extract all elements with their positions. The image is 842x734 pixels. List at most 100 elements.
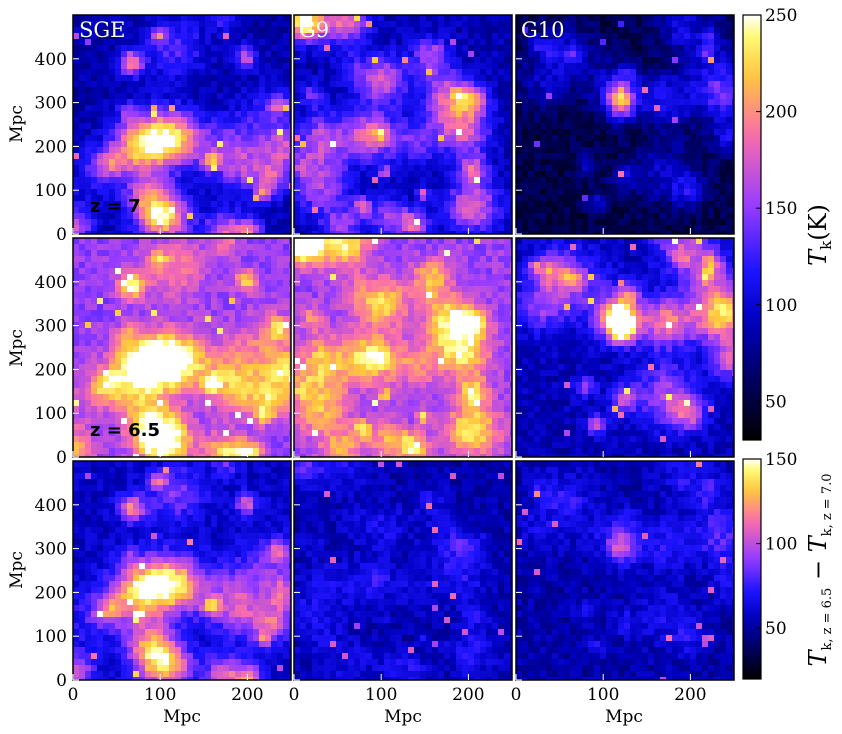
heatmap-cell: [510, 15, 513, 22]
heatmap-cell: [211, 33, 218, 40]
heatmap-cell: [438, 69, 445, 76]
heatmap-cell: [265, 316, 272, 323]
heatmap-cell: [127, 81, 134, 88]
heatmap-cell: [510, 213, 513, 220]
heatmap-cell: [612, 159, 619, 166]
heatmap-cell: [217, 231, 224, 235]
heatmap-cell: [127, 238, 134, 245]
heatmap-cell: [235, 177, 242, 184]
heatmap-cell: [223, 268, 230, 275]
heatmap-cell: [390, 213, 397, 220]
heatmap-cell: [115, 310, 122, 317]
heatmap-cell: [714, 75, 721, 82]
heatmap-cell: [187, 87, 194, 94]
heatmap-cell: [378, 87, 385, 94]
heatmap-cell: [714, 123, 721, 130]
heatmap-cell: [672, 99, 679, 106]
heatmap-cell: [432, 39, 439, 46]
heatmap-cell: [139, 238, 146, 245]
heatmap-cell: [217, 207, 224, 214]
heatmap-cell: [654, 177, 661, 184]
heatmap-cell: [540, 141, 547, 148]
heatmap-cell: [618, 219, 625, 226]
heatmap-cell: [582, 105, 589, 112]
heatmap-cell: [187, 201, 194, 208]
heatmap-cell: [714, 159, 721, 166]
heatmap-cell: [175, 69, 182, 76]
heatmap-cell: [336, 75, 343, 82]
heatmap-cell: [618, 21, 625, 28]
heatmap-cell: [271, 75, 278, 82]
heatmap-cell: [127, 195, 134, 202]
heatmap-cell: [462, 195, 469, 202]
heatmap-cell: [283, 231, 290, 235]
heatmap-cell: [576, 165, 583, 172]
heatmap-cell: [684, 99, 691, 106]
heatmap-cell: [330, 135, 337, 142]
heatmap-cell: [79, 231, 86, 235]
heatmap-cell: [474, 201, 481, 208]
heatmap-cell: [348, 27, 355, 34]
heatmap-cell: [504, 117, 511, 124]
heatmap-cell: [121, 171, 128, 178]
heatmap-cell: [133, 358, 140, 365]
heatmap-cell: [139, 334, 146, 341]
heatmap-cell: [247, 352, 254, 359]
heatmap-cell: [306, 21, 313, 28]
heatmap-cell: [336, 165, 343, 172]
heatmap-cell: [253, 111, 260, 118]
heatmap-cell: [283, 27, 290, 34]
heatmap-cell: [115, 231, 122, 235]
heatmap-cell: [235, 352, 242, 359]
heatmap-cell: [660, 183, 667, 190]
heatmap-cell: [354, 57, 361, 64]
heatmap-cell: [265, 105, 272, 112]
heatmap-cell: [630, 195, 637, 202]
heatmap-cell: [504, 63, 511, 70]
heatmap-cell: [474, 219, 481, 226]
heatmap-cell: [175, 39, 182, 46]
heatmap-cell: [91, 274, 98, 281]
heatmap-cell: [91, 316, 98, 323]
heatmap-cell: [564, 231, 571, 235]
heatmap-cell: [247, 93, 254, 100]
heatmap-cell: [588, 21, 595, 28]
heatmap-cell: [121, 310, 128, 317]
heatmap-cell: [187, 304, 194, 311]
heatmap-cell: [85, 250, 92, 257]
heatmap-cell: [277, 63, 284, 70]
panel-frame: [293, 14, 513, 235]
heatmap-cell: [612, 153, 619, 160]
heatmap-cell: [151, 105, 158, 112]
heatmap-cell: [85, 292, 92, 299]
heatmap-cell: [558, 33, 565, 40]
heatmap-cell: [109, 153, 116, 160]
heatmap-cell: [666, 201, 673, 208]
heatmap-cell: [510, 123, 513, 130]
heatmap-cell: [486, 117, 493, 124]
heatmap-cell: [163, 225, 170, 232]
heatmap-cell: [666, 57, 673, 64]
heatmap-cell: [133, 298, 140, 305]
heatmap-cell: [115, 51, 122, 58]
heatmap-cell: [109, 244, 116, 251]
heatmap-cell: [450, 21, 457, 28]
heatmap-cell: [708, 207, 715, 214]
heatmap-cell: [576, 87, 583, 94]
heatmap-cell: [720, 39, 727, 46]
heatmap-cell: [648, 153, 655, 160]
heatmap-cell: [660, 111, 667, 118]
heatmap-cell: [187, 238, 194, 245]
heatmap-cell: [229, 129, 236, 136]
heatmap-cell: [420, 99, 427, 106]
heatmap-cell: [396, 201, 403, 208]
heatmap-cell: [516, 129, 523, 136]
heatmap-cell: [205, 75, 212, 82]
heatmap-cell: [241, 207, 248, 214]
heatmap-cell: [576, 51, 583, 58]
heatmap-cell: [408, 105, 415, 112]
heatmap-cell: [121, 51, 128, 58]
heatmap-cell: [235, 334, 242, 341]
heatmap-cell: [235, 183, 242, 190]
heatmap-cell: [396, 141, 403, 148]
